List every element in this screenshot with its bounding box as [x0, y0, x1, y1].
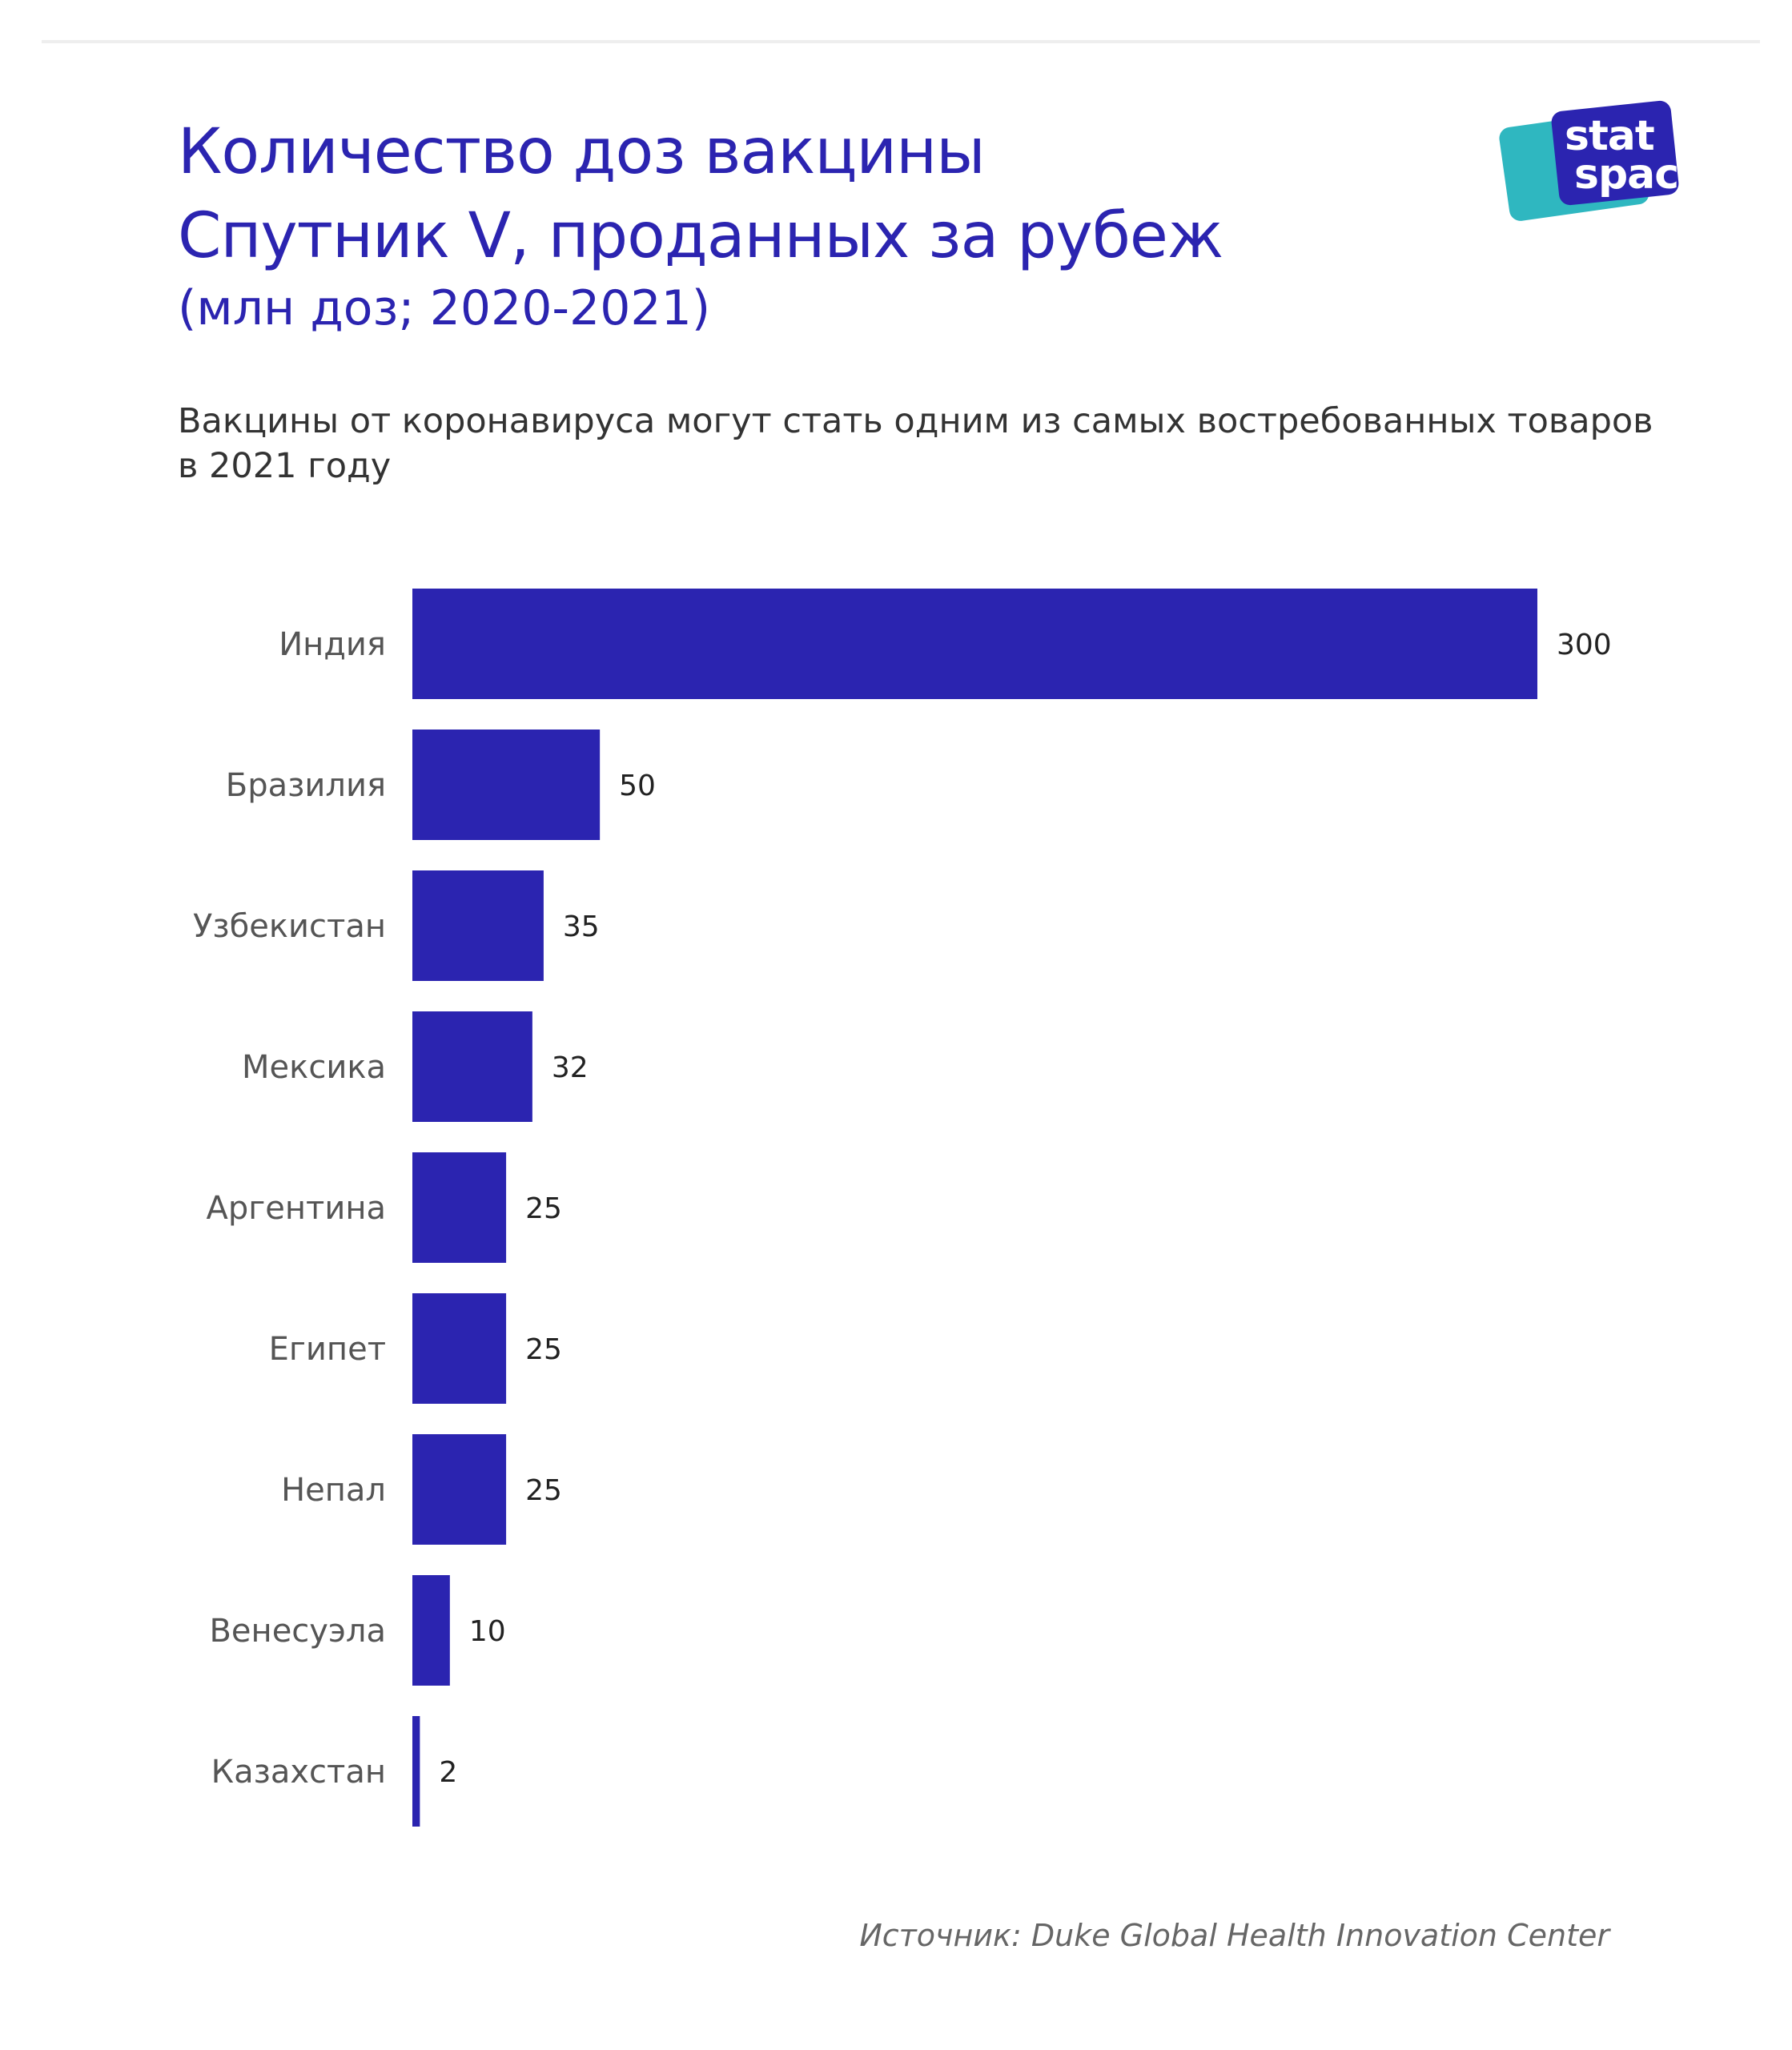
value-label: 300	[1557, 629, 1612, 661]
bar	[412, 1434, 507, 1545]
logo-wordmark: stat space	[1565, 112, 1706, 199]
logo-text-line-1: stat	[1565, 112, 1655, 160]
value-label: 10	[469, 1615, 506, 1648]
value-label: 2	[439, 1756, 457, 1789]
value-label: 25	[525, 1192, 562, 1225]
bar-chart: Индия 300 Бразилия 50 Узбекистан 35 Мексика 32 А…	[193, 589, 1612, 1827]
lead-text: Вакцины от коронавируса могут стать одни…	[178, 401, 1653, 486]
bar	[412, 589, 1537, 699]
category-label: Венесуэла	[209, 1613, 386, 1650]
category-label: Аргентина	[207, 1190, 387, 1227]
category-label: Египет	[269, 1331, 386, 1368]
value-label: 32	[552, 1051, 589, 1084]
source-note: Источник: Duke Global Health Innovation …	[859, 1918, 1609, 1953]
value-label: 25	[525, 1474, 562, 1507]
chart-title-line-2: Спутник V, проданных за рубеж	[178, 200, 1223, 272]
category-label: Бразилия	[226, 767, 386, 804]
value-label: 25	[525, 1333, 562, 1366]
chart-title-line-1: Количество доз вакцины	[178, 116, 986, 188]
category-label: Мексика	[242, 1049, 386, 1086]
category-label: Непал	[281, 1472, 386, 1509]
bar	[412, 1575, 450, 1686]
chart-title: Количество доз вакцины Спутник V, продан…	[178, 111, 1379, 279]
bar	[412, 730, 601, 840]
top-divider	[42, 40, 1760, 43]
category-label: Индия	[279, 626, 386, 663]
value-label: 50	[619, 770, 656, 802]
value-label: 35	[563, 910, 600, 943]
statspace-logo: stat space	[1497, 99, 1715, 223]
bar	[412, 870, 544, 981]
bar	[412, 1716, 420, 1827]
category-label: Казахстан	[211, 1754, 386, 1791]
category-label: Узбекистан	[193, 908, 386, 945]
chart-subtitle: (млн доз; 2020-2021)	[178, 280, 711, 336]
bar	[412, 1011, 532, 1122]
logo-text-line-2: space	[1574, 151, 1706, 199]
bar	[412, 1152, 507, 1263]
bar	[412, 1293, 507, 1404]
